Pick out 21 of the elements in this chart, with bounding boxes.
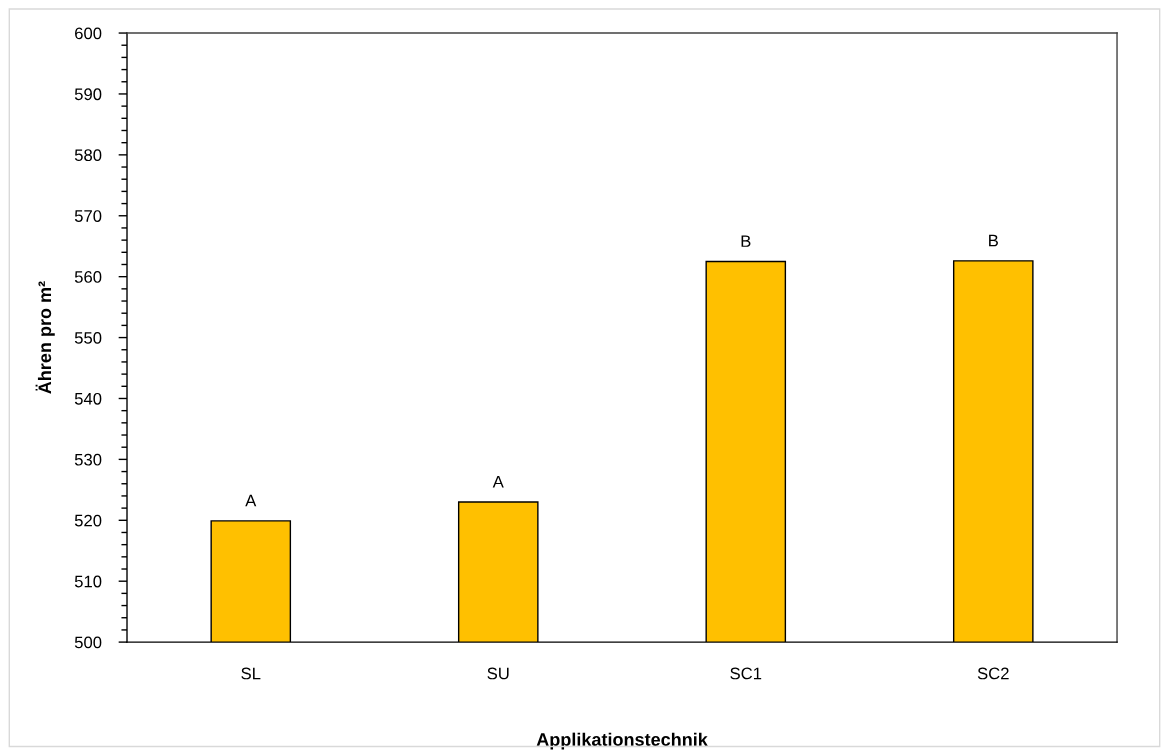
- y-tick-label: 580: [74, 149, 102, 162]
- annotation: A: [245, 494, 257, 507]
- y-tick-label: 550: [74, 331, 102, 344]
- y-tick-label: 570: [74, 210, 102, 222]
- y-tick-label: 560: [74, 271, 102, 283]
- y-axis-title: Ähren pro m²: [35, 281, 55, 394]
- y-tick-label: 520: [74, 514, 102, 527]
- y-tick-label: 540: [74, 392, 102, 405]
- x-tick-label: SC2: [977, 667, 1009, 680]
- x-tick-label: SC1: [730, 667, 762, 680]
- y-tick-label: 510: [74, 575, 102, 588]
- y-tick-label: 500: [74, 636, 102, 649]
- annotation: A: [492, 475, 504, 488]
- y-tick-label: 590: [74, 88, 102, 101]
- annotation: B: [741, 235, 751, 247]
- x-tick-label: SU: [487, 667, 509, 680]
- y-tick-label: 600: [75, 27, 102, 40]
- x-axis-title: Applikationstechnik: [536, 732, 708, 750]
- y-tick-label: 530: [74, 453, 102, 466]
- x-tick-label: SL: [241, 667, 261, 680]
- annotation: B: [989, 234, 998, 247]
